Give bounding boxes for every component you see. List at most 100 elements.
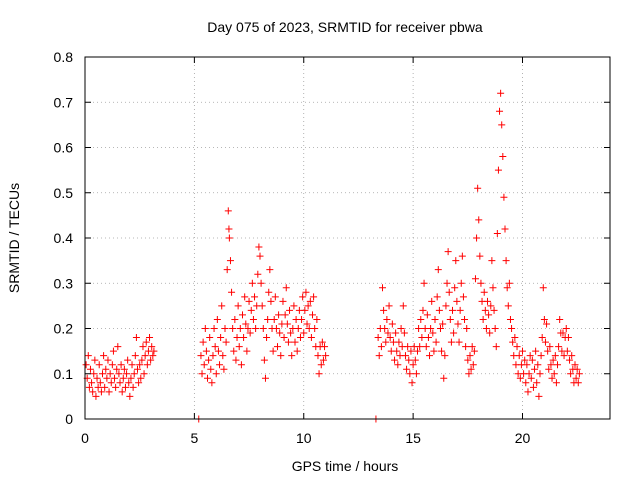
data-point (500, 193, 508, 201)
data-point (209, 352, 217, 360)
data-point (140, 370, 148, 378)
data-point (310, 293, 318, 301)
data-point (267, 297, 275, 305)
data-point (435, 306, 443, 314)
data-point (541, 338, 549, 346)
data-point (384, 329, 392, 337)
data-point (95, 361, 103, 369)
data-point (531, 365, 539, 373)
data-point (222, 338, 230, 346)
data-point (477, 279, 485, 287)
data-point (540, 315, 548, 323)
data-point (282, 284, 290, 292)
data-point (572, 374, 580, 382)
data-point (496, 107, 504, 115)
data-point (259, 325, 267, 332)
data-point (535, 392, 543, 400)
data-point (241, 293, 249, 301)
data-point (300, 329, 308, 337)
data-point (465, 370, 473, 378)
data-point (121, 383, 129, 391)
data-point (511, 334, 519, 342)
data-point (532, 347, 540, 355)
data-point (426, 352, 434, 360)
data-point (528, 356, 536, 364)
data-point (386, 334, 394, 342)
data-point (276, 329, 284, 337)
x-tick-label: 0 (81, 430, 89, 446)
data-point (482, 325, 490, 332)
data-point (315, 370, 323, 378)
data-point (485, 311, 493, 319)
data-point (225, 234, 233, 242)
data-point (125, 379, 133, 387)
data-point (275, 311, 283, 319)
data-point (102, 365, 110, 373)
data-point (298, 315, 306, 323)
data-point (128, 361, 136, 369)
data-point (484, 297, 491, 305)
data-point (548, 374, 556, 382)
data-point (428, 297, 436, 305)
data-point (546, 343, 554, 351)
data-point (288, 352, 296, 360)
data-point (467, 365, 475, 373)
data-point (225, 225, 233, 233)
data-point (567, 370, 575, 378)
data-point (536, 370, 544, 378)
data-point (397, 325, 405, 332)
data-point (290, 302, 298, 310)
data-point (399, 302, 407, 310)
data-point (466, 352, 474, 360)
data-point (235, 343, 243, 351)
data-point (441, 352, 449, 360)
data-point (451, 284, 459, 292)
data-point (126, 392, 134, 400)
chart-title: Day 075 of 2023, SRMTID for receiver pbw… (207, 19, 483, 35)
data-points (82, 89, 583, 423)
data-point (480, 288, 488, 296)
data-point (563, 347, 571, 355)
data-point (534, 361, 542, 369)
data-point (475, 216, 483, 224)
data-point (252, 325, 260, 332)
data-point (411, 356, 419, 364)
data-point (560, 352, 568, 360)
data-point (232, 356, 240, 364)
y-tick-label: 0.7 (54, 94, 74, 110)
data-point (527, 374, 535, 382)
data-point (403, 365, 411, 373)
data-point (443, 279, 451, 287)
data-point (431, 315, 439, 323)
data-point (575, 370, 583, 378)
data-point (124, 356, 132, 364)
y-tick-label: 0 (65, 411, 73, 427)
data-point (103, 374, 111, 382)
data-point (464, 356, 472, 364)
data-point (486, 329, 494, 337)
data-point (272, 325, 280, 332)
data-point (549, 356, 557, 364)
data-point (206, 334, 214, 342)
data-point (148, 343, 156, 351)
data-point (91, 356, 99, 364)
data-point (455, 338, 463, 346)
data-point (237, 361, 245, 369)
data-point (379, 284, 386, 292)
data-point (129, 383, 137, 391)
data-point (490, 306, 498, 314)
data-point (476, 252, 484, 260)
data-point (281, 311, 289, 319)
y-tick-label: 0.2 (54, 321, 74, 337)
data-point (244, 325, 252, 332)
data-point (383, 315, 391, 323)
data-point (223, 266, 231, 274)
data-point (214, 347, 222, 355)
data-point (213, 315, 221, 323)
data-point (224, 207, 232, 215)
data-point (114, 343, 122, 351)
data-point (423, 311, 431, 319)
x-tick-label: 20 (515, 430, 531, 446)
x-tick-label: 10 (296, 430, 312, 446)
data-point (277, 352, 285, 360)
